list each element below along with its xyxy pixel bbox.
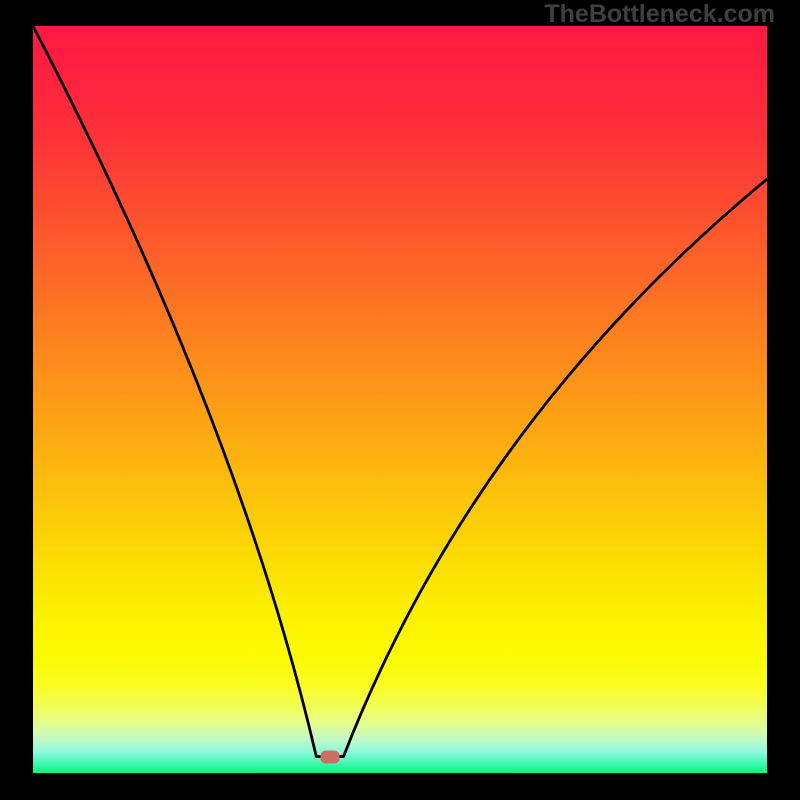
watermark-text: TheBottleneck.com — [544, 0, 775, 29]
chart-stage: TheBottleneck.com — [0, 0, 800, 800]
optimum-marker — [320, 750, 339, 763]
plot-area — [33, 26, 767, 773]
bottleneck-curve — [33, 26, 767, 773]
